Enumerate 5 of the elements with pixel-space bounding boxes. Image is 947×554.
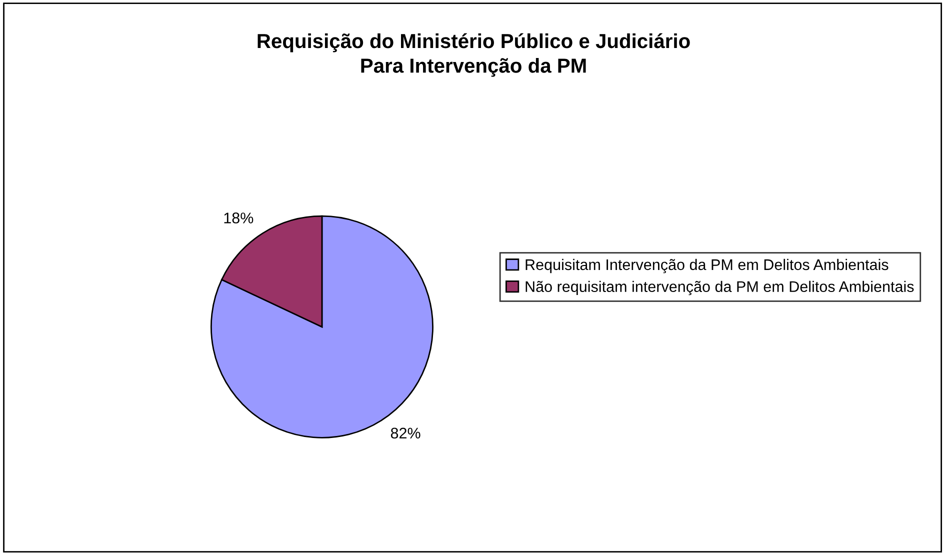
data-label: 82% — [390, 428, 420, 439]
legend-label: Requisitam Intervenção da PM em Delitos Ambientais — [526, 258, 888, 274]
data-label: 18% — [224, 212, 254, 224]
chart-title: Requisição do Ministério Público e Judiciário Para Intervenção da PM — [258, 33, 690, 77]
legend-label: Não requisitam intervenção da PM em Delitos Ambientais — [526, 280, 914, 296]
